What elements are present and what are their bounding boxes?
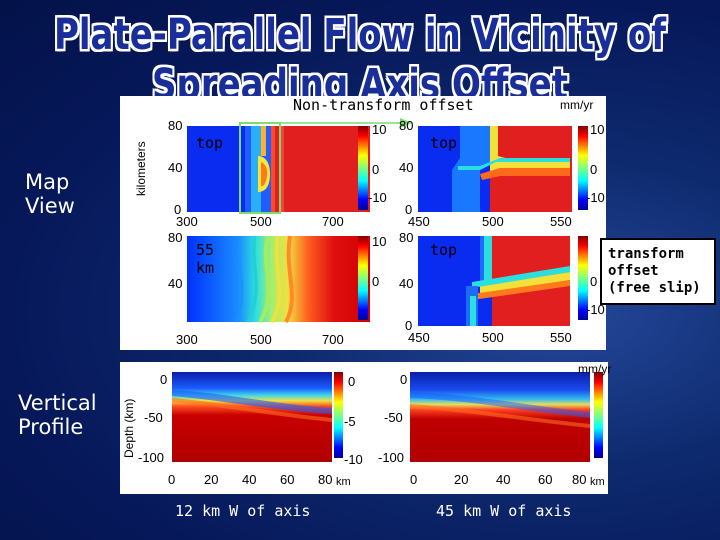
tick-br-x-500: 500: [482, 330, 504, 345]
tick-bl-x-500: 500: [250, 332, 272, 347]
profile-plot-left: [172, 372, 332, 462]
tick-tr-y-0: 0: [405, 202, 413, 217]
tick-pl-cb-m10: -10: [344, 452, 363, 467]
tick-bl-y-80: 80: [168, 230, 183, 245]
plot-label-bottom-left-line1: 55: [196, 241, 215, 259]
vertical-profile-label: Vertical Profile: [18, 391, 97, 439]
tick-tr-cb-10: 10: [590, 122, 605, 137]
tick-br-cb-0: 0: [590, 274, 598, 289]
tick-pr-y-m100: -100: [378, 450, 405, 465]
map-plot-top-left: [187, 122, 410, 214]
plot-label-top-right: top: [430, 134, 458, 152]
tick-pl-x-0: 0: [168, 472, 176, 487]
transform-note-line2: offset: [608, 263, 659, 279]
slide-title: Plate-Parallel Flow in Vicinity of Sprea…: [53, 10, 667, 110]
transform-note-line3: (free slip): [608, 280, 701, 296]
vertical-profile-panel: Depth (km) mm/yr 0 -50 -100 0 20 40 60 8…: [120, 362, 612, 494]
tick-tl-cb-0: 0: [372, 162, 380, 177]
profile-panel-ylabel: Depth (km): [122, 398, 136, 458]
transform-note-line1: transform: [608, 246, 684, 262]
tick-br-x-450: 450: [408, 330, 430, 345]
map-panel-unit: mm/yr: [560, 98, 594, 112]
tick-br-y-40: 40: [399, 276, 414, 291]
transform-offset-note: transform offset (free slip): [600, 238, 716, 305]
vertical-profile-plots: [172, 372, 603, 462]
map-view-plots: [187, 118, 588, 326]
tick-br-cb-m10: -10: [586, 302, 605, 317]
tick-tr-cb-0: 0: [590, 162, 598, 177]
plot-label-bottom-right: top: [430, 241, 458, 259]
tick-tl-y-0: 0: [174, 202, 182, 217]
tick-br-y-80: 80: [399, 230, 414, 245]
profile-plot-right: [410, 372, 590, 462]
tick-pl-cb-0: 0: [348, 374, 356, 389]
tick-tr-y-80: 80: [399, 118, 414, 133]
map-plot-bottom-right: [418, 236, 570, 326]
profile-panel-unit: mm/yr: [578, 362, 612, 376]
map-plot-top-right: [418, 126, 572, 212]
tick-pl-y-m100: -100: [138, 450, 165, 465]
tick-pl-x-20: 20: [204, 472, 219, 487]
colorbar-top-right: [578, 126, 588, 210]
vertical-profile-label-line2: Profile: [18, 415, 84, 439]
tick-pl-x-60: 60: [280, 472, 295, 487]
colorbar-profile-right: [594, 372, 603, 458]
tick-pl-y-m50: -50: [144, 410, 163, 425]
plot-label-bottom-left: 55 km: [196, 241, 214, 277]
tick-tr-y-40: 40: [399, 160, 414, 175]
map-view-panel: Non-transform offset mm/yr kilometers to…: [120, 96, 606, 350]
profile-left-cb-unit: km: [336, 476, 351, 488]
tick-tr-x-550: 550: [550, 214, 572, 229]
tick-tl-cb-m10: -10: [368, 190, 387, 205]
tick-pr-y-m50: -50: [384, 410, 403, 425]
tick-tr-x-500: 500: [482, 214, 504, 229]
tick-bl-cb-10: 10: [372, 234, 387, 249]
tick-pr-x-20: 20: [454, 472, 469, 487]
caption-45km: 45 km W of axis: [436, 502, 572, 520]
tick-tl-cb-10: 10: [372, 122, 387, 137]
tick-bl-cb-0: 0: [372, 274, 380, 289]
tick-tl-x-700: 700: [322, 214, 344, 229]
tick-pr-y-0: 0: [400, 372, 408, 387]
tick-pl-y-0: 0: [160, 372, 168, 387]
map-panel-heading: Non-transform offset: [290, 96, 477, 114]
caption-12km: 12 km W of axis: [175, 502, 311, 520]
tick-tl-x-300: 300: [176, 214, 198, 229]
map-view-label-line1: Map: [25, 170, 70, 194]
map-plot-bottom-left: [187, 235, 370, 324]
tick-tr-x-450: 450: [408, 214, 430, 229]
tick-pl-x-40: 40: [242, 472, 257, 487]
tick-pl-cb-m5: -5: [344, 414, 356, 429]
colorbar-bottom-left: [358, 236, 368, 320]
tick-br-x-550: 550: [550, 330, 572, 345]
tick-bl-x-700: 700: [322, 332, 344, 347]
vertical-profile-label-line1: Vertical: [18, 391, 97, 415]
tick-pr-x-40: 40: [496, 472, 511, 487]
colorbar-profile-left: [334, 372, 343, 458]
plot-label-top-left: top: [196, 134, 224, 152]
colorbar-bottom-right: [578, 236, 588, 320]
colorbar-top-left: [358, 126, 368, 210]
tick-br-y-0: 0: [405, 318, 413, 333]
tick-tl-x-500: 500: [250, 214, 272, 229]
tick-bl-y-40: 40: [168, 276, 183, 291]
tick-pl-x-80: 80: [318, 472, 333, 487]
tick-tl-y-80: 80: [168, 118, 183, 133]
map-view-label: Map View: [25, 170, 75, 218]
tick-tr-cb-m10: -10: [586, 190, 605, 205]
tick-pr-x-0: 0: [410, 472, 418, 487]
map-panel-ylabel: kilometers: [134, 141, 148, 196]
plot-label-bottom-left-line2: km: [196, 259, 215, 277]
tick-bl-x-300: 300: [176, 332, 198, 347]
tick-pr-x-60: 60: [538, 472, 553, 487]
tick-pr-x-80: 80: [572, 472, 587, 487]
profile-right-cb-unit: km: [590, 476, 605, 488]
tick-tl-y-40: 40: [168, 160, 183, 175]
map-view-label-line2: View: [25, 194, 75, 218]
